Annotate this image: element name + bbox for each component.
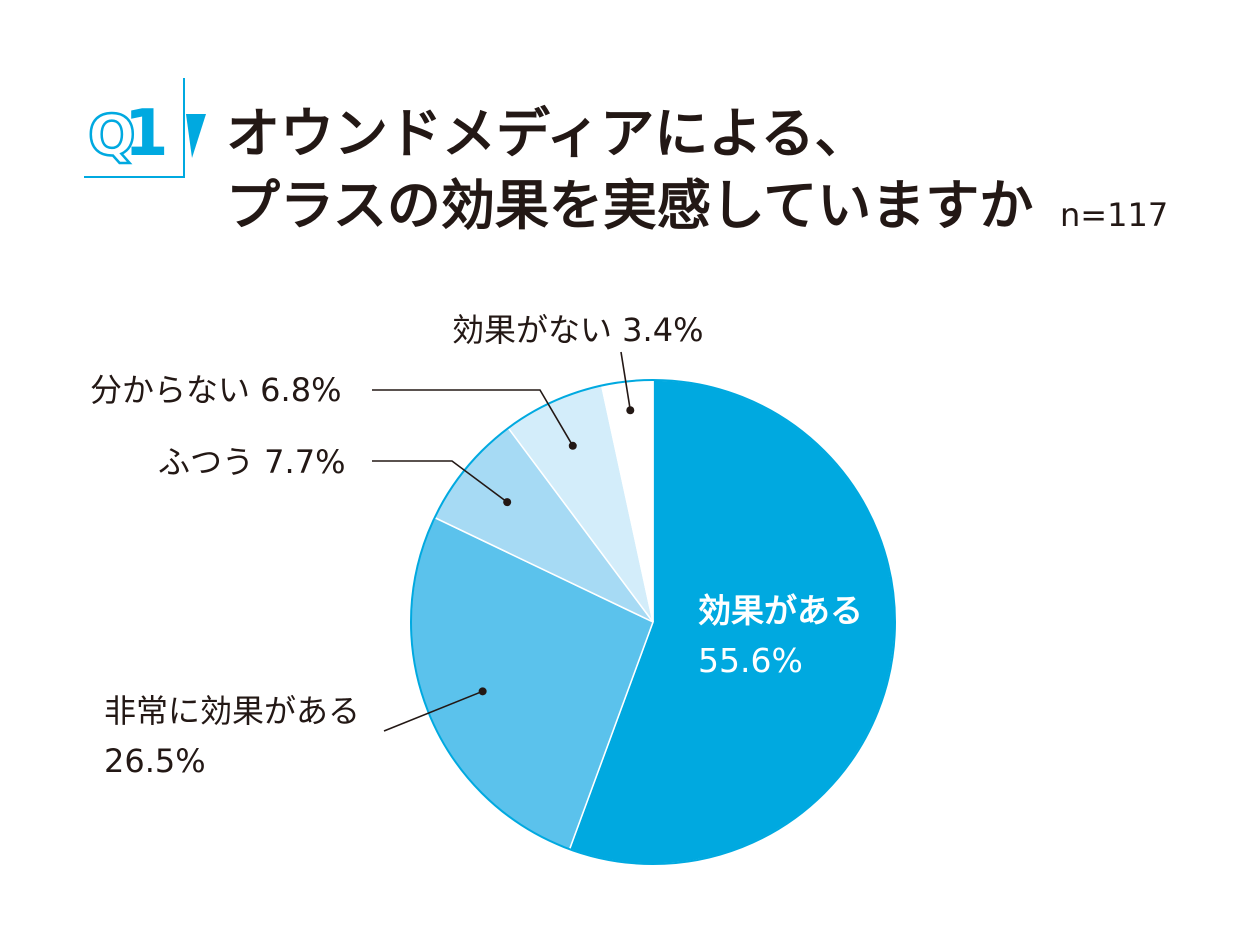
question-number: 1: [124, 97, 169, 171]
pie-outline: [410, 379, 896, 865]
pie-chart: [410, 379, 896, 865]
question-title-line2: プラスの効果を実感していますか: [226, 174, 1033, 237]
slice-label: 効果がある: [698, 591, 863, 630]
question-prefix: Q: [88, 104, 136, 169]
leader-line: [383, 690, 483, 732]
question-badge: Q 1: [84, 78, 206, 178]
slice-label: 非常に効果がある: [104, 692, 360, 730]
slice-label: 分からない 6.8%: [90, 371, 341, 409]
slice-label: ふつう 7.7%: [158, 443, 345, 481]
sample-size: n=117: [1060, 196, 1168, 234]
slice-label: 効果がない 3.4%: [452, 311, 703, 349]
leader-line: [620, 351, 632, 411]
badge-triangle: [186, 114, 206, 158]
slice-value-label: 26.5%: [104, 742, 206, 780]
slice-value-label: 55.6%: [698, 641, 803, 680]
question-title-line1: オウンドメディアによる、: [226, 102, 869, 165]
pie-labels: 効果がある 55.6% 非常に効果がある 26.5% ふつう 7.7% 分からない 6.8…: [90, 311, 863, 780]
leader-line: [372, 389, 574, 447]
leader-line: [372, 460, 508, 503]
badge-underline: [84, 78, 185, 178]
